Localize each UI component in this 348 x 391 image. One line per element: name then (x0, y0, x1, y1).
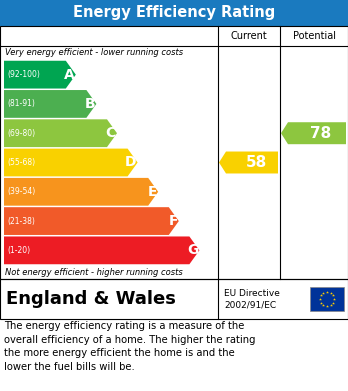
Text: (21-38): (21-38) (7, 217, 35, 226)
Text: Very energy efficient - lower running costs: Very energy efficient - lower running co… (5, 48, 183, 57)
Text: Current: Current (231, 31, 267, 41)
Bar (0, 0, 348, 26)
Text: (39-54): (39-54) (7, 187, 35, 196)
Polygon shape (4, 119, 117, 147)
Polygon shape (4, 207, 179, 235)
Polygon shape (219, 152, 278, 174)
Text: Energy Efficiency Rating: Energy Efficiency Rating (73, 5, 275, 20)
Text: A: A (64, 68, 75, 82)
Polygon shape (4, 90, 96, 118)
Text: 58: 58 (245, 155, 267, 170)
Bar (310, 287, 344, 311)
Text: G: G (187, 243, 198, 257)
Polygon shape (281, 122, 346, 144)
Text: Not energy efficient - higher running costs: Not energy efficient - higher running co… (5, 268, 183, 277)
Text: C: C (106, 126, 116, 140)
Text: (55-68): (55-68) (7, 158, 35, 167)
Text: 2002/91/EC: 2002/91/EC (224, 301, 276, 310)
Polygon shape (4, 237, 199, 264)
Polygon shape (4, 149, 137, 176)
Polygon shape (4, 61, 76, 88)
Text: (1-20): (1-20) (7, 246, 30, 255)
Text: (92-100): (92-100) (7, 70, 40, 79)
Bar (0, 26, 348, 279)
Text: The energy efficiency rating is a measure of the
overall efficiency of a home. T: The energy efficiency rating is a measur… (4, 321, 255, 372)
Text: (69-80): (69-80) (7, 129, 35, 138)
Text: (81-91): (81-91) (7, 99, 35, 108)
Text: E: E (148, 185, 157, 199)
Text: F: F (168, 214, 178, 228)
Text: D: D (125, 156, 137, 170)
Text: Potential: Potential (293, 31, 335, 41)
Text: 78: 78 (310, 126, 332, 141)
Text: England & Wales: England & Wales (6, 290, 176, 308)
Bar (0, 279, 348, 319)
Text: B: B (85, 97, 95, 111)
Text: EU Directive: EU Directive (224, 289, 280, 298)
Polygon shape (4, 178, 158, 206)
